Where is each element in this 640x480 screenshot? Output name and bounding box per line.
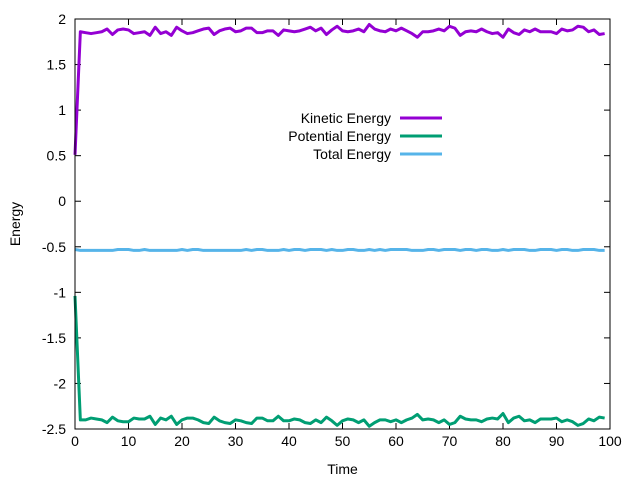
y-tick-label: 0: [58, 193, 66, 209]
x-tick-label: 0: [71, 433, 79, 449]
y-tick-label: -2: [54, 375, 67, 391]
y-tick-label: 1: [58, 102, 66, 118]
legend-label-potential-energy: Potential Energy: [288, 128, 391, 144]
legend-label-total-energy: Total Energy: [313, 146, 391, 162]
x-tick-label: 60: [388, 433, 404, 449]
x-tick-label: 80: [495, 433, 511, 449]
y-tick-label: -0.5: [42, 239, 66, 255]
x-tick-label: 70: [442, 433, 458, 449]
x-tick-label: 20: [174, 433, 190, 449]
total-energy-line: [74, 248, 605, 252]
y-axis-label: Energy: [7, 202, 23, 246]
x-tick-label: 90: [549, 433, 565, 449]
y-tick-label: 0.5: [47, 148, 67, 164]
x-tick-label: 30: [228, 433, 244, 449]
plot-frame: [74, 18, 611, 430]
kinetic-energy-line: [73, 22, 605, 155]
y-tick-label: 1.5: [47, 57, 67, 73]
legend-label-kinetic-energy: Kinetic Energy: [301, 110, 391, 126]
series-lines: [73, 22, 605, 428]
x-tick-label: 10: [121, 433, 137, 449]
x-tick-label: 100: [598, 433, 622, 449]
y-tick-label: -1: [54, 284, 67, 300]
axis-tick-labels: 0 10 20 30 40 50 60 70 80 90 100 -2.5 -2 -1.5 -1 -0.5 0 0…: [42, 11, 622, 449]
y-tick-label: 2: [58, 11, 66, 27]
potential-energy-line: [73, 295, 605, 428]
x-axis-label: Time: [327, 461, 358, 477]
x-tick-label: 50: [335, 433, 351, 449]
y-tick-label: -1.5: [42, 330, 66, 346]
legend: Kinetic Energy Potential Energy Total Ener…: [288, 110, 442, 162]
x-tick-label: 40: [281, 433, 297, 449]
y-tick-label: -2.5: [42, 421, 66, 437]
